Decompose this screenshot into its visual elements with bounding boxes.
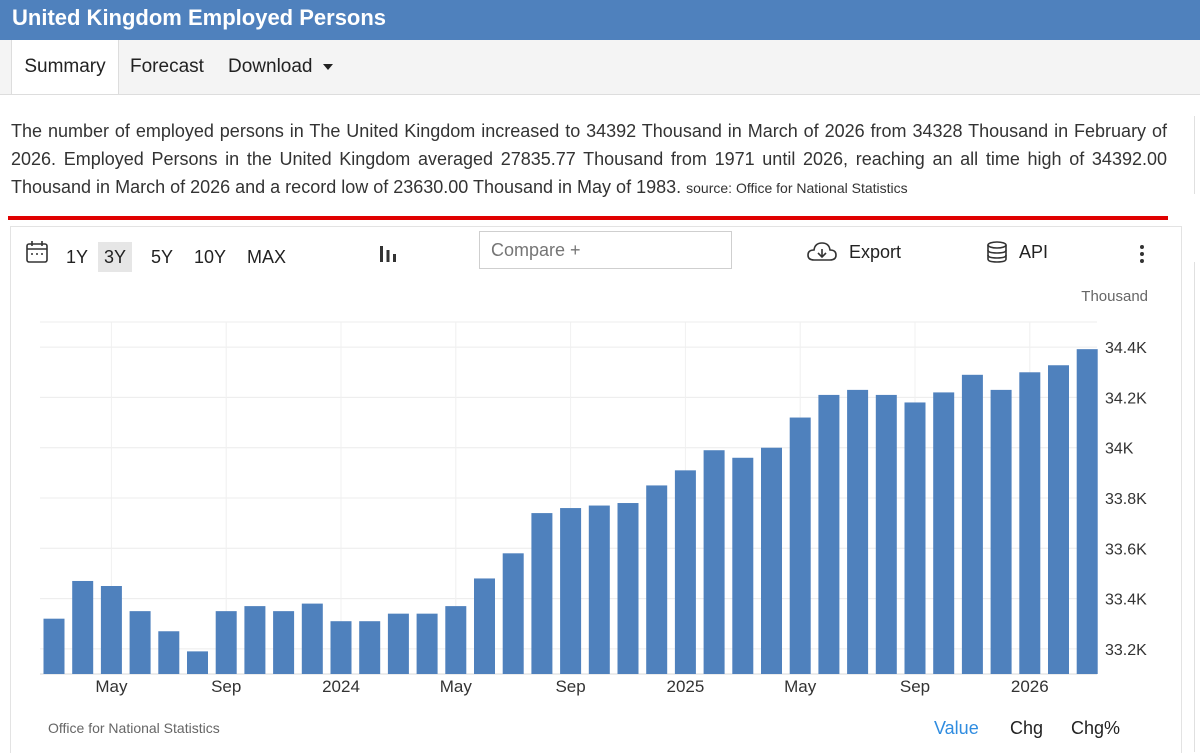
unit-label: Thousand [1081, 288, 1148, 305]
api-label: API [1019, 241, 1049, 262]
tab-download-label: Download [228, 56, 313, 77]
range-3y[interactable]: 3Y [98, 242, 133, 272]
compare-input[interactable] [479, 231, 732, 269]
source-note: source: Office for National Statistics [686, 180, 908, 196]
chg-tab[interactable]: Chg [1010, 718, 1044, 738]
calendar-icon[interactable] [25, 239, 49, 270]
title-bar: United Kingdom Employed Persons [0, 0, 1200, 40]
chart-container [10, 226, 1182, 753]
tab-bar: Summary Forecast Download [0, 40, 1200, 95]
range-5y[interactable]: 5Y [151, 247, 174, 267]
bar-chart-icon[interactable] [378, 242, 398, 269]
side-panel-edge [1194, 262, 1200, 752]
footer-source: Office for National Statistics [48, 720, 220, 736]
cloud-download-icon [807, 242, 837, 261]
description: The number of employed persons in The Un… [11, 117, 1167, 202]
range-1y[interactable]: 1Y [66, 247, 89, 267]
tab-forecast[interactable]: Forecast [130, 56, 204, 77]
range-10y[interactable]: 10Y [194, 247, 227, 267]
accent-divider [8, 216, 1168, 220]
tab-download[interactable]: Download [228, 40, 333, 94]
tab-summary[interactable]: Summary [11, 40, 119, 94]
description-text: The number of employed persons in The Un… [11, 121, 1167, 197]
export-button[interactable]: Export [806, 240, 901, 264]
chg-percent-tab[interactable]: Chg% [1071, 718, 1121, 738]
chevron-down-icon [322, 63, 333, 70]
kebab-menu-icon[interactable] [1138, 242, 1146, 271]
database-icon [987, 241, 1007, 263]
page-title: United Kingdom Employed Persons [12, 5, 387, 30]
export-label: Export [849, 241, 902, 262]
api-button[interactable]: API [986, 240, 1048, 264]
value-tab[interactable]: Value [934, 718, 979, 738]
side-panel-edge [1194, 116, 1200, 194]
range-max[interactable]: MAX [247, 247, 287, 267]
